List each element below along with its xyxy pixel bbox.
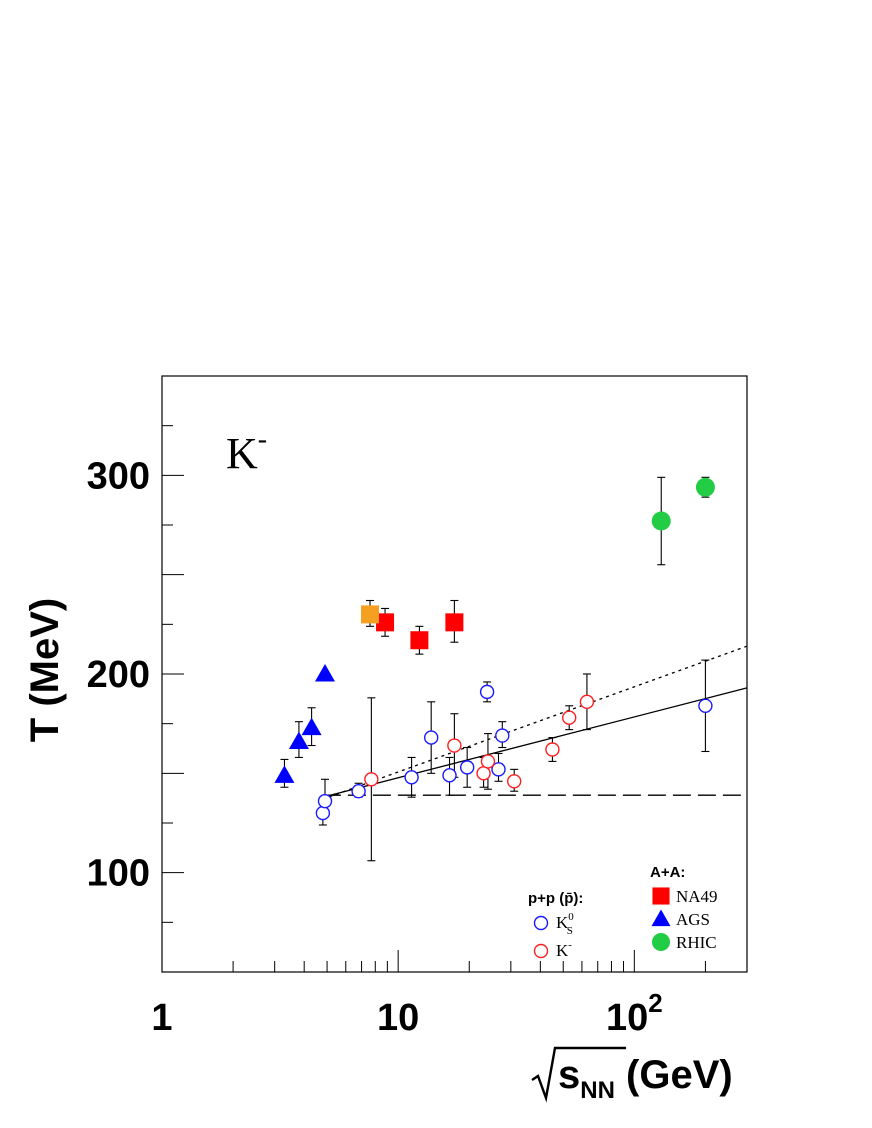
legend-label: AGS <box>676 910 710 929</box>
x-axis-title-s: s <box>558 1053 580 1097</box>
axis-ticks <box>161 375 748 973</box>
x-tick-label: 102 <box>606 988 663 1039</box>
legend-pp-title: p+p (p̄): <box>528 890 583 907</box>
legend-pp: p+p (p̄): K0 S K- <box>528 890 583 960</box>
particle-label: K- <box>226 424 267 478</box>
data-point <box>442 768 457 783</box>
data-point <box>479 684 495 700</box>
data-point <box>491 762 506 777</box>
data-point <box>410 631 429 650</box>
data-point <box>404 770 419 785</box>
data-point <box>364 772 379 787</box>
data-point <box>651 511 671 531</box>
x-tick-label: 1 <box>151 997 172 1039</box>
particle-charge: - <box>258 424 267 455</box>
data-point <box>288 731 309 750</box>
data-point <box>361 605 380 624</box>
data-point <box>314 664 335 682</box>
x-axis-title-sub: NN <box>580 1077 615 1104</box>
legend-label: RHIC <box>676 933 717 952</box>
x-axis-title: sNN (GeV) <box>531 1046 733 1104</box>
data-point <box>317 793 333 809</box>
legend-label: K0 S <box>556 911 574 937</box>
data-point <box>480 754 496 769</box>
data-point <box>301 717 322 736</box>
y-tick-label: 200 <box>87 654 150 696</box>
fit-line-dotted <box>322 645 748 800</box>
data-point <box>376 613 395 632</box>
legend-marker <box>652 887 670 905</box>
legend-aa-title: A+A: <box>650 864 685 881</box>
tick-labels: 1 10 102 100 200 300 <box>87 455 663 1039</box>
svg-text:sNN (GeV): sNN (GeV) <box>558 1053 733 1104</box>
fit-line-solid <box>322 687 748 798</box>
legend-aa: A+A: NA49 AGS RHIC <box>650 864 718 952</box>
legend-label: K- <box>556 939 572 960</box>
data-point <box>315 805 331 821</box>
legend-marker <box>533 915 549 931</box>
y-tick-label: 100 <box>87 853 150 895</box>
data-point <box>351 784 366 799</box>
data-point <box>476 766 491 781</box>
data-point <box>447 738 462 753</box>
markers <box>274 477 715 821</box>
legend-label: NA49 <box>676 887 718 906</box>
data-point <box>507 774 522 789</box>
legend-marker <box>651 909 671 927</box>
data-point <box>274 765 295 783</box>
data-point <box>695 477 715 497</box>
data-point <box>495 728 510 743</box>
data-point <box>423 730 439 745</box>
x-axis-title-unit: (GeV) <box>615 1053 733 1097</box>
x-tick-label: 10 <box>377 997 419 1039</box>
y-tick-label: 300 <box>87 455 150 497</box>
data-point <box>579 694 595 710</box>
sqrt-sign-icon <box>531 1046 626 1103</box>
data-point <box>562 710 577 725</box>
legend-marker <box>651 932 671 952</box>
y-axis-title: T (MeV) <box>23 598 67 742</box>
data-point <box>459 760 475 775</box>
error-bars <box>280 476 710 862</box>
data-point <box>545 742 560 757</box>
legend-marker <box>533 943 549 959</box>
data-point <box>698 698 713 713</box>
fit-lines <box>322 645 748 800</box>
data-point <box>445 613 464 632</box>
